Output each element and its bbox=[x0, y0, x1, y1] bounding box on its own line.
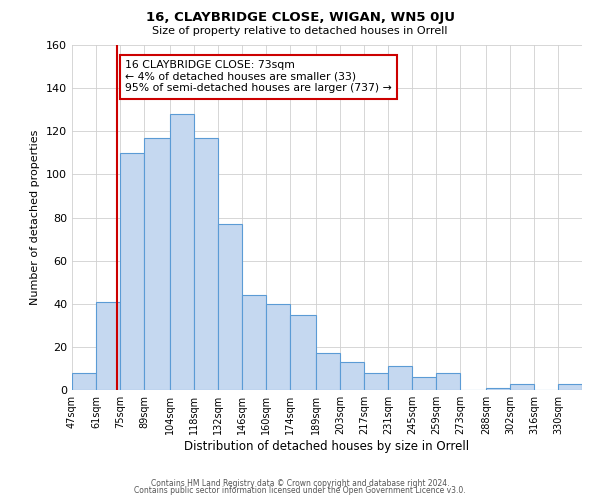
Y-axis label: Number of detached properties: Number of detached properties bbox=[31, 130, 40, 305]
Bar bbox=[412, 377, 436, 390]
Bar bbox=[510, 384, 534, 390]
Bar bbox=[266, 304, 290, 390]
Bar bbox=[218, 224, 242, 390]
Bar bbox=[486, 388, 510, 390]
Text: Contains HM Land Registry data © Crown copyright and database right 2024.: Contains HM Land Registry data © Crown c… bbox=[151, 478, 449, 488]
Bar bbox=[170, 114, 194, 390]
Text: 16 CLAYBRIDGE CLOSE: 73sqm
← 4% of detached houses are smaller (33)
95% of semi-: 16 CLAYBRIDGE CLOSE: 73sqm ← 4% of detac… bbox=[125, 60, 392, 94]
Bar bbox=[558, 384, 582, 390]
Bar bbox=[72, 373, 96, 390]
Bar bbox=[388, 366, 412, 390]
Bar bbox=[144, 138, 170, 390]
Bar bbox=[194, 138, 218, 390]
Bar bbox=[364, 373, 388, 390]
Bar bbox=[436, 373, 460, 390]
Bar bbox=[316, 354, 340, 390]
Bar bbox=[242, 295, 266, 390]
Text: Contains public sector information licensed under the Open Government Licence v3: Contains public sector information licen… bbox=[134, 486, 466, 495]
Bar bbox=[340, 362, 364, 390]
Bar bbox=[96, 302, 120, 390]
X-axis label: Distribution of detached houses by size in Orrell: Distribution of detached houses by size … bbox=[184, 440, 470, 453]
Text: 16, CLAYBRIDGE CLOSE, WIGAN, WN5 0JU: 16, CLAYBRIDGE CLOSE, WIGAN, WN5 0JU bbox=[146, 11, 455, 24]
Bar bbox=[120, 153, 144, 390]
Text: Size of property relative to detached houses in Orrell: Size of property relative to detached ho… bbox=[152, 26, 448, 36]
Bar bbox=[290, 314, 316, 390]
